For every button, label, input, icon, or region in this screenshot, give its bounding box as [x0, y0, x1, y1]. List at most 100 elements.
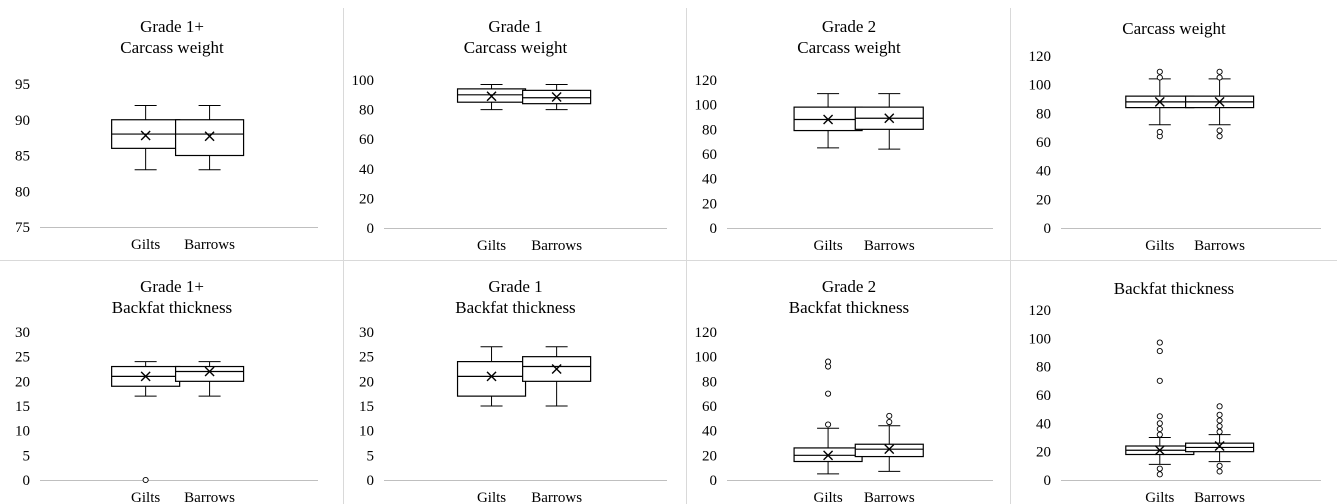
- mean-marker: [823, 114, 834, 125]
- outlier-point: [825, 363, 832, 370]
- y-tick-label: 120: [1029, 303, 1052, 319]
- y-tick-label: 20: [702, 196, 717, 212]
- box-barrows: [174, 361, 245, 397]
- y-tick-label: 100: [1029, 331, 1052, 347]
- box-barrows: [174, 104, 245, 171]
- box-plot: 0 5 10 15 20 25 30 Gilts Barrows: [15, 325, 318, 504]
- mean-marker: [1214, 441, 1225, 451]
- y-tick-label: 0: [367, 473, 375, 489]
- outlier-point: [1156, 465, 1163, 472]
- y-tick-label: 40: [1036, 164, 1051, 180]
- chart-title-line: Backfat thickness: [111, 298, 233, 317]
- y-tick-label: 5: [367, 448, 375, 464]
- chart-title-line: Grade 1+: [140, 277, 204, 296]
- outlier-point: [1156, 431, 1163, 438]
- y-tick-label: 85: [15, 149, 30, 165]
- outlier-point: [886, 418, 893, 426]
- x-category-label: Gilts: [477, 490, 506, 504]
- y-tick-label: 20: [702, 448, 717, 464]
- box-plot: 0 20 40 60 80 100 120 Gilts Barrows: [1029, 303, 1321, 504]
- y-tick-label: 120: [1029, 49, 1052, 65]
- outlier-point: [1156, 128, 1163, 136]
- outlier-point: [825, 421, 832, 428]
- outlier-point: [1156, 377, 1163, 384]
- x-category-label: Barrows: [1194, 238, 1245, 254]
- box-barrows: [1185, 403, 1255, 475]
- x-category-label: Barrows: [864, 238, 915, 254]
- mean-marker: [204, 131, 215, 142]
- y-tick-label: 60: [1036, 135, 1051, 151]
- y-tick-label: 10: [15, 424, 30, 440]
- iqr-box: [174, 119, 245, 157]
- mean-marker: [551, 364, 562, 374]
- chart-title-line: Grade 1+: [140, 17, 204, 36]
- box-gilts: [456, 83, 527, 111]
- chart-title: Carcass weight: [1011, 18, 1337, 39]
- chart-title-line: Carcass weight: [797, 38, 901, 57]
- y-tick-label: 0: [367, 221, 375, 237]
- box-plot: 0 20 40 60 80 100 Gilts Barrows: [352, 73, 667, 254]
- chart-title: Backfat thickness: [1011, 278, 1337, 299]
- mean-marker: [823, 450, 834, 461]
- box-barrows: [522, 346, 592, 407]
- x-category-label: Gilts: [813, 490, 842, 504]
- outlier-point: [1216, 428, 1223, 435]
- chart-title-line: Grade 2: [821, 277, 877, 296]
- outlier-point: [1216, 411, 1223, 418]
- y-tick-label: 80: [1036, 106, 1051, 122]
- y-tick-label: 80: [702, 122, 717, 138]
- box-plot: 0 20 40 60 80 100 120 Gilts Barrows: [695, 73, 993, 254]
- y-tick-label: 5: [23, 448, 31, 464]
- mean-marker: [1154, 96, 1165, 107]
- chart-title-line: Carcass weight: [463, 38, 568, 57]
- chart-title-line: Carcass weight: [1122, 19, 1226, 38]
- y-tick-label: 40: [359, 162, 374, 178]
- mean-marker: [1154, 445, 1165, 456]
- mean-marker: [1214, 96, 1225, 107]
- outlier-point: [1216, 403, 1223, 410]
- box-barrows: [854, 412, 924, 472]
- y-tick-label: 20: [1036, 445, 1051, 461]
- y-tick-label: 0: [710, 473, 718, 489]
- chart-title: Grade 1+ Backfat thickness: [0, 276, 344, 318]
- y-tick-label: 80: [15, 184, 30, 200]
- chart-panel: 0 5 10 15 20 25 30 Gilts Barrows Grade 1+ Backfat …: [0, 260, 344, 504]
- outlier-point: [1156, 339, 1163, 346]
- y-tick-label: 100: [1029, 78, 1052, 94]
- y-tick-label: 40: [1036, 416, 1051, 432]
- chart-panel: 0 20 40 60 80 100 120 Gilts Barrows Grade 2 Backfa…: [687, 260, 1011, 504]
- x-category-label: Gilts: [1145, 238, 1174, 254]
- chart-title: Grade 2 Carcass weight: [687, 16, 1011, 58]
- outlier-point: [1216, 462, 1223, 469]
- mean-marker: [140, 130, 151, 141]
- mean-marker: [486, 91, 497, 102]
- outlier-point: [1216, 468, 1223, 475]
- outlier-point: [142, 476, 149, 484]
- panel-separator-vertical: [343, 8, 344, 504]
- mean-marker: [551, 92, 562, 103]
- y-tick-label: 100: [695, 98, 718, 114]
- y-tick-label: 60: [702, 399, 717, 415]
- outlier-point: [1156, 348, 1163, 355]
- chart-title: Grade 2 Backfat thickness: [687, 276, 1011, 318]
- y-tick-label: 20: [359, 374, 374, 390]
- outlier-point: [1216, 423, 1223, 430]
- y-tick-label: 30: [359, 325, 374, 341]
- x-category-label: Barrows: [1194, 490, 1245, 504]
- y-tick-label: 80: [702, 374, 717, 390]
- x-category-label: Gilts: [131, 490, 160, 504]
- chart-panel: 0 20 40 60 80 100 120 Gilts Barrows Grade 2 Carcas…: [687, 0, 1011, 260]
- panel-separator-horizontal: [0, 260, 1337, 261]
- iqr-box: [174, 365, 245, 382]
- y-tick-label: 15: [15, 399, 30, 415]
- y-tick-label: 20: [359, 191, 374, 207]
- y-tick-label: 120: [695, 73, 718, 89]
- box-barrows: [1185, 68, 1255, 140]
- chart-title: Grade 1 Backfat thickness: [344, 276, 687, 318]
- y-tick-label: 80: [1036, 360, 1051, 376]
- box-plot: 0 20 40 60 80 100 120 Gilts Barrows: [695, 325, 993, 504]
- y-tick-label: 40: [702, 172, 717, 188]
- x-category-label: Barrows: [184, 490, 235, 504]
- mean-marker: [884, 444, 895, 455]
